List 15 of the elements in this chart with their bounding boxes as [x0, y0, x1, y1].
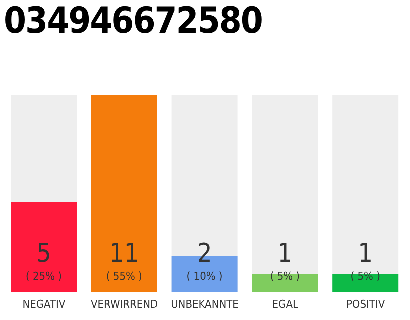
annotation: ( 10% ) [186, 270, 223, 283]
data-label: 1 [358, 239, 374, 269]
x-tick-label: UNBEKANNTE [171, 298, 239, 311]
annotation: ( 5% ) [270, 270, 300, 283]
x-tick-label: EGAL [272, 298, 299, 311]
chart-title: 034946672580 [4, 0, 262, 44]
annotation: ( 5% ) [350, 270, 381, 283]
annotation: ( 25% ) [26, 270, 62, 283]
data-label: 11 [110, 239, 140, 269]
data-label: 5 [36, 239, 52, 269]
annotation: ( 55% ) [106, 270, 143, 283]
data-label: 1 [278, 239, 293, 269]
x-tick-label: VERWIRREND [91, 298, 159, 311]
x-tick-label: POSITIV [346, 298, 386, 311]
x-tick-label: NEGATIV [22, 298, 66, 311]
